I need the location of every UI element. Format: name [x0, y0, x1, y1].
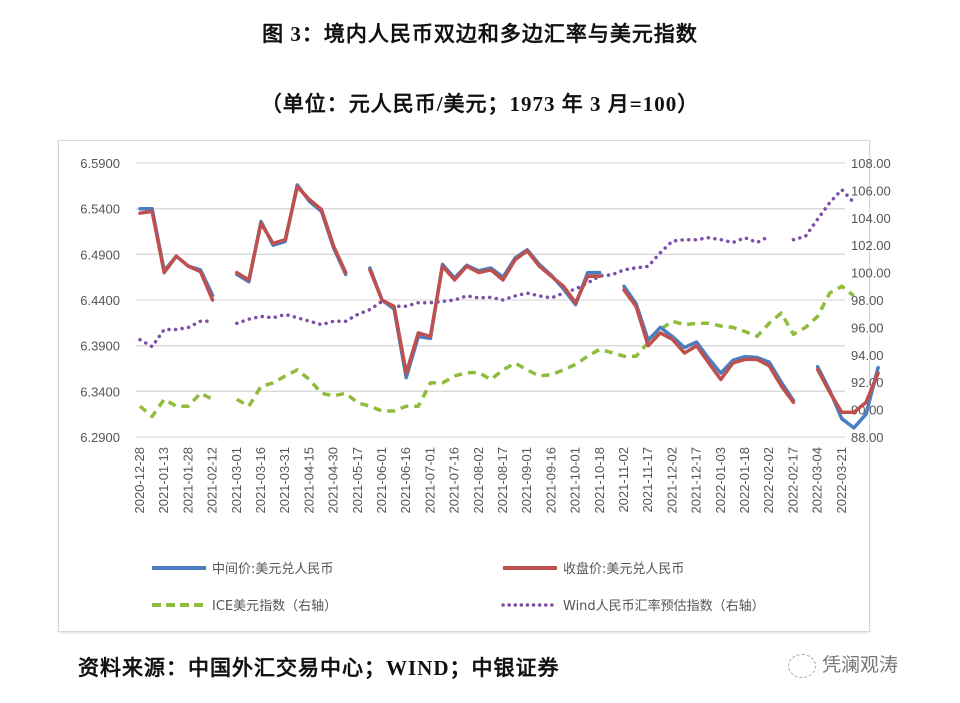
- source-note: 资料来源：中国外汇交易中心；WIND；中银证券: [78, 656, 560, 680]
- y-right-tick-label: 108.00: [851, 156, 891, 171]
- y-left-tick-label: 6.5400: [80, 202, 120, 217]
- x-tick-label: 2021-01-28: [180, 447, 195, 514]
- y-right-tick-label: 102.00: [851, 238, 891, 253]
- x-tick-label: 2021-07-01: [422, 447, 437, 514]
- y-right-tick-label: 100.00: [851, 266, 891, 281]
- y-right-tick-label: 94.00: [851, 348, 884, 363]
- y-right-tick-label: 104.00: [851, 211, 891, 226]
- legend-label-mid-rate: 中间价:美元兑人民币: [212, 562, 333, 577]
- legend-label-close-rate: 收盘价:美元兑人民币: [563, 561, 684, 577]
- x-tick-label: 2021-10-01: [568, 447, 583, 514]
- series-line-wind-index: [791, 187, 856, 242]
- x-tick-label: 2021-04-30: [326, 447, 341, 514]
- y-right-tick-label: 96.00: [851, 320, 884, 335]
- y-right-tick-label: 92.00: [851, 375, 884, 390]
- x-tick-label: 2021-03-31: [277, 447, 292, 514]
- x-tick-label: 2021-06-16: [398, 447, 413, 514]
- series-line-ice-dxy: [235, 284, 855, 413]
- x-tick-label: 2021-06-01: [374, 447, 389, 514]
- series-line-wind-index: [138, 319, 215, 349]
- x-tick-label: 2021-02-12: [205, 447, 220, 514]
- series-line-ice-dxy: [138, 391, 214, 419]
- series-line-close-rate: [622, 288, 796, 405]
- x-tick-label: 2021-12-02: [664, 447, 679, 514]
- x-tick-label: 2021-01-13: [156, 447, 171, 514]
- watermark-text: 凭澜观涛: [822, 654, 899, 676]
- x-tick-label: 2021-09-01: [519, 447, 534, 514]
- wechat-icon: [788, 653, 816, 678]
- x-tick-label: 2021-09-16: [543, 447, 558, 514]
- x-tick-label: 2022-02-17: [785, 447, 800, 514]
- series-line-close-rate: [138, 209, 215, 302]
- x-tick-label: 2021-07-16: [447, 447, 462, 514]
- series-line-wind-index: [235, 234, 771, 327]
- y-right-tick-label: 88.00: [851, 430, 884, 445]
- x-tick-label: 2021-10-18: [592, 447, 607, 514]
- x-tick-label: 2022-02-02: [761, 447, 776, 514]
- series-line-close-rate: [815, 367, 880, 415]
- x-tick-label: 2020-12-28: [132, 447, 147, 514]
- x-tick-label: 2021-04-15: [301, 447, 316, 514]
- x-tick-label: 2021-12-17: [689, 447, 704, 514]
- chart-title: 图 3：境内人民币双边和多边汇率与美元指数: [262, 22, 698, 46]
- y-right-tick-label: 106.00: [851, 183, 891, 198]
- x-tick-label: 2021-08-02: [471, 447, 486, 514]
- x-tick-label: 2021-03-01: [229, 447, 244, 514]
- series-line-mid-rate: [138, 206, 215, 298]
- x-tick-label: 2021-05-17: [350, 447, 365, 514]
- y-left-tick-label: 6.3900: [80, 339, 120, 354]
- y-right-tick-label: 98.00: [851, 293, 884, 308]
- legend-label-ice-dxy: ICE美元指数（右轴）: [212, 599, 337, 614]
- x-tick-label: 2022-03-04: [810, 447, 825, 514]
- y-left-tick-label: 6.5900: [80, 156, 120, 171]
- chart-subtitle: （单位：元人民币/美元；1973 年 3 月=100）: [260, 92, 700, 116]
- watermark: 凭澜观涛: [788, 650, 898, 678]
- legend-label-wind-index: Wind人民币汇率预估指数（右轴）: [563, 598, 765, 614]
- series-line-close-rate: [235, 184, 348, 282]
- x-tick-label: 2022-01-03: [713, 447, 728, 514]
- y-left-tick-label: 6.4900: [80, 247, 120, 262]
- x-tick-label: 2021-08-17: [495, 447, 510, 514]
- chart-frame: [58, 140, 870, 632]
- series-line-close-rate: [368, 248, 602, 375]
- x-tick-label: 2022-03-21: [834, 447, 849, 514]
- y-left-tick-label: 6.2900: [80, 430, 120, 445]
- series-line-mid-rate: [622, 284, 796, 403]
- x-tick-label: 2021-11-17: [640, 447, 655, 513]
- x-tick-label: 2021-11-02: [616, 447, 631, 513]
- x-tick-label: 2022-01-18: [737, 447, 752, 514]
- y-left-tick-label: 6.4400: [80, 293, 120, 308]
- y-left-tick-label: 6.3400: [80, 384, 120, 399]
- x-tick-label: 2021-03-16: [253, 447, 268, 514]
